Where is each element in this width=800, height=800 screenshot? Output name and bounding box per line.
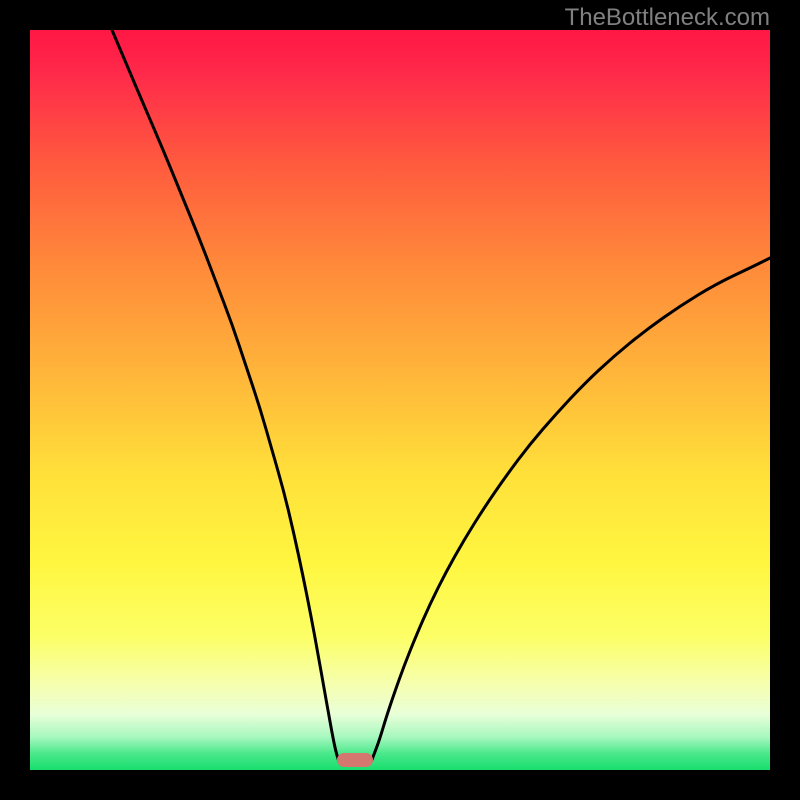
curve-overlay (0, 0, 800, 800)
chart-frame: TheBottleneck.com (0, 0, 800, 800)
bottleneck-marker (337, 753, 373, 767)
left-curve (112, 30, 339, 762)
plot-area (30, 30, 770, 770)
right-curve (371, 258, 770, 762)
